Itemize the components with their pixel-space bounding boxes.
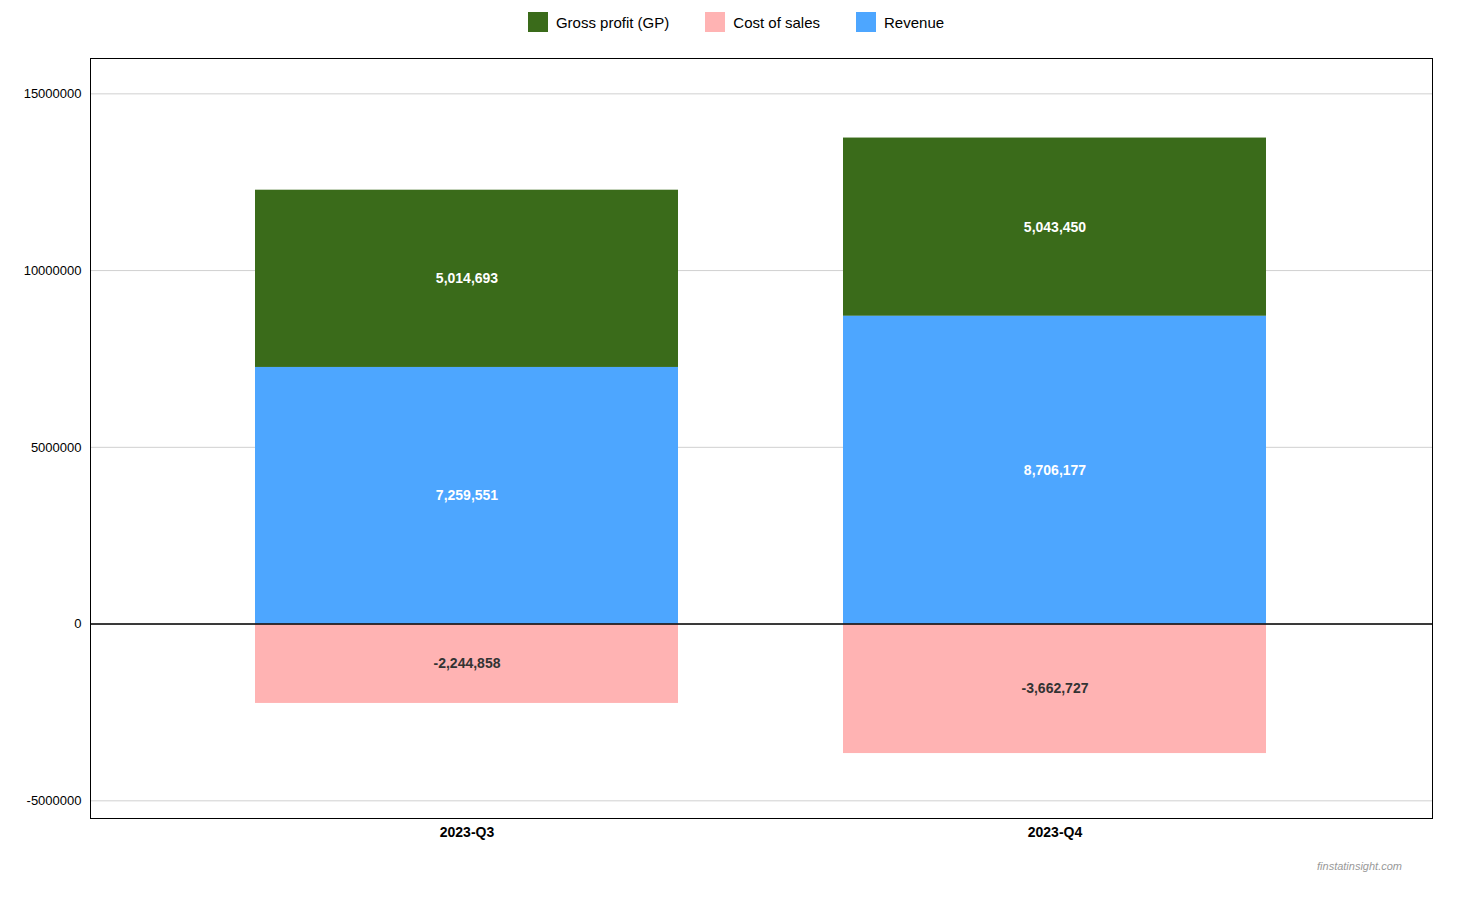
- svg-text:8,706,177: 8,706,177: [1024, 462, 1086, 478]
- svg-text:-2,244,858: -2,244,858: [434, 655, 501, 671]
- svg-text:5,014,693: 5,014,693: [436, 270, 498, 286]
- svg-text:2023-Q4: 2023-Q4: [1028, 824, 1083, 840]
- svg-text:-3,662,727: -3,662,727: [1022, 680, 1089, 696]
- svg-text:15000000: 15000000: [24, 86, 82, 101]
- svg-text:-5000000: -5000000: [27, 793, 82, 808]
- svg-text:5000000: 5000000: [31, 439, 82, 454]
- html-text:Gross profit (GP): Gross profit (GP): [555, 13, 670, 31]
- svg-text:0: 0: [74, 616, 81, 631]
- svg-text:5,043,450: 5,043,450: [1024, 219, 1086, 235]
- html-text:Cost of sales: Cost of sales: [733, 13, 820, 31]
- html-text:finstatinsight.com: finstatinsight.com: [1317, 860, 1402, 872]
- svg-text:10000000: 10000000: [24, 263, 82, 278]
- svg-text:7,259,551: 7,259,551: [436, 487, 498, 503]
- svg-text:2023-Q3: 2023-Q3: [440, 824, 495, 840]
- html-text:Revenue: Revenue: [884, 13, 945, 31]
